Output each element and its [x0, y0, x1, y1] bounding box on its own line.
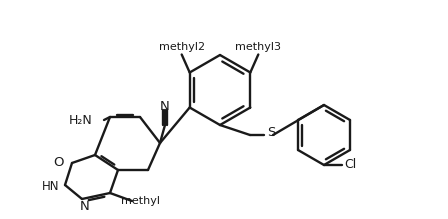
Text: O: O [53, 157, 64, 170]
Text: Cl: Cl [344, 159, 356, 171]
Text: methyl2: methyl2 [159, 42, 205, 53]
Text: N: N [160, 101, 170, 113]
Text: H₂N: H₂N [68, 113, 92, 127]
Text: S: S [267, 127, 275, 140]
Text: methyl: methyl [121, 196, 159, 206]
Text: HN: HN [42, 180, 59, 193]
Text: N: N [80, 200, 90, 212]
Text: methyl3: methyl3 [235, 42, 281, 53]
